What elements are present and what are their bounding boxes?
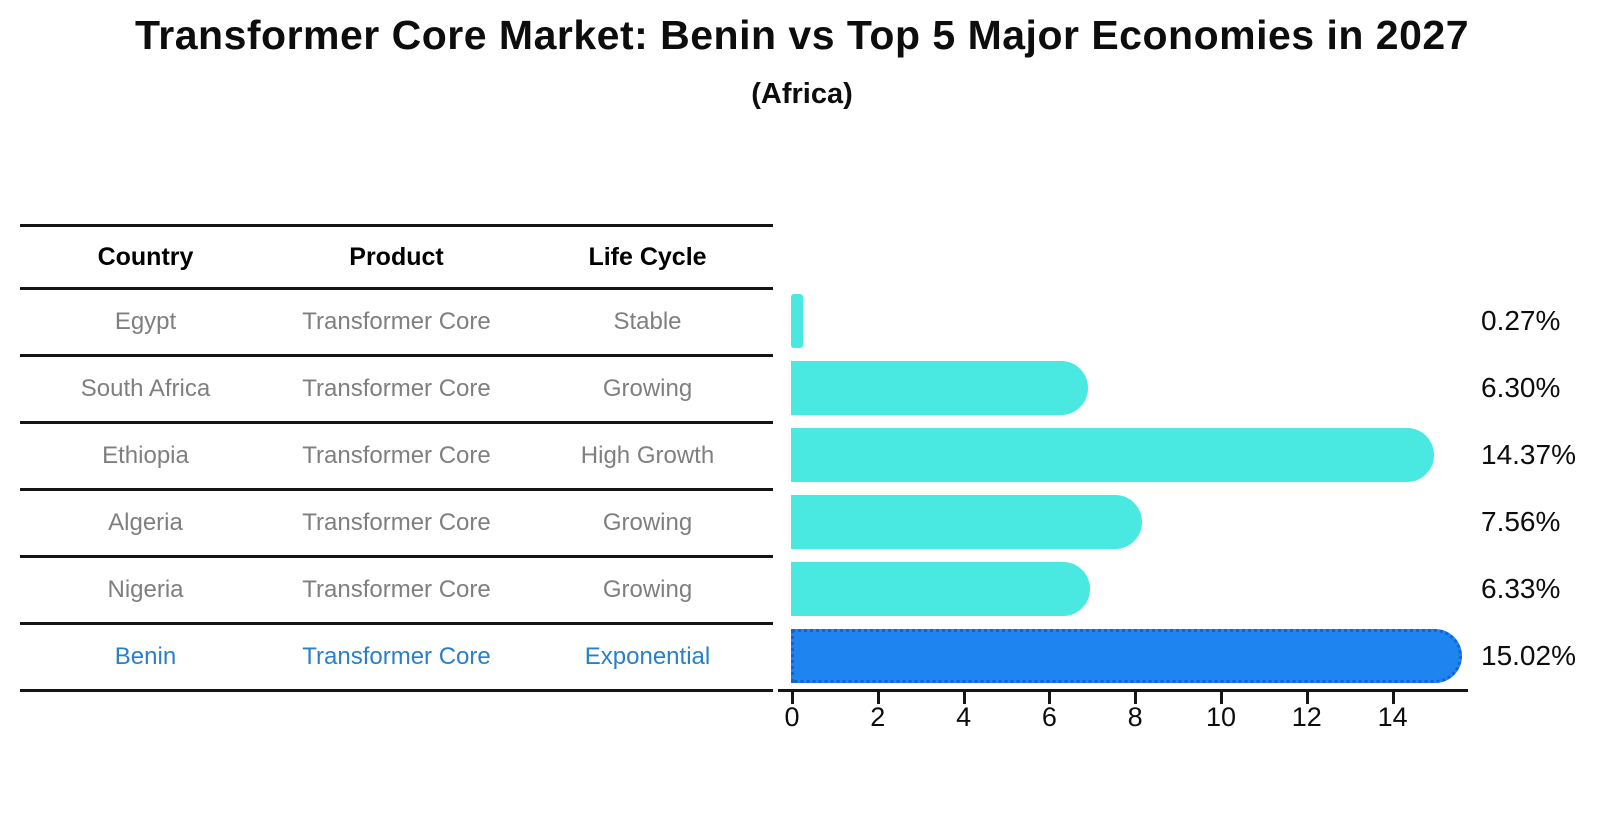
table-row-benin: Benin Transformer Core Exponential [20,625,773,692]
x-tick-label-2: 2 [870,702,886,732]
table-header-row: Country Product Life Cycle [20,227,773,290]
table-header-country: Country [97,242,194,271]
cell-product-egypt: Transformer Core [302,308,491,335]
table-header-product: Product [349,242,444,271]
x-tick-label-4: 4 [956,702,972,732]
x-tick-2 [876,692,880,704]
table-row-south-africa: South Africa Transformer Core Growing [20,357,773,424]
value-label-benin: 15.02% [1481,640,1576,671]
x-tick-4 [962,692,966,704]
cell-product-benin: Transformer Core [302,643,491,670]
x-tick-8 [1134,692,1138,704]
cell-lifecycle-nigeria: Growing [602,576,693,603]
x-tick-label-12: 12 [1291,702,1322,732]
cell-country-benin: Benin [114,643,177,670]
table-row-nigeria: Nigeria Transformer Core Growing [20,558,773,625]
x-tick-label-0: 0 [784,702,800,732]
cell-lifecycle-benin: Exponential [584,643,711,670]
comparison-table: Country Product Life Cycle Egypt Transfor… [20,224,773,692]
cell-product-nigeria: Transformer Core [302,576,491,603]
cell-product-ethiopia: Transformer Core [302,442,491,469]
table-body: Egypt Transformer Core Stable South Africa T… [20,290,773,692]
bar-nigeria [791,562,1090,616]
chart-subtitle: (Africa) [751,78,853,110]
bar-algeria [791,495,1142,549]
x-tick-10 [1220,692,1223,704]
x-tick-12 [1305,692,1309,704]
x-tick-label-10: 10 [1205,702,1237,732]
bar-ethiopia [791,428,1434,482]
cell-lifecycle-egypt: Stable [613,308,682,335]
table-row-ethiopia: Ethiopia Transformer Core High Growth [20,424,773,491]
x-axis-line [778,689,1468,692]
table-row-algeria: Algeria Transformer Core Growing [20,491,773,558]
value-label-egypt: 0.27% [1481,305,1561,336]
value-label-south-africa: 6.30% [1481,372,1561,403]
x-tick-0 [791,692,794,704]
cell-country-egypt: Egypt [114,308,177,335]
x-tick-6 [1048,692,1052,704]
cell-country-ethiopia: Ethiopia [102,442,189,469]
bar-benin [791,629,1462,683]
bar-south-africa [791,361,1088,415]
cell-lifecycle-ethiopia: High Growth [580,442,715,469]
cell-lifecycle-south-africa: Growing [602,375,693,402]
cell-product-south-africa: Transformer Core [302,375,491,402]
cell-country-algeria: Algeria [108,509,183,536]
x-tick-label-8: 8 [1127,702,1143,732]
value-label-algeria: 7.56% [1481,506,1561,537]
table-row-egypt: Egypt Transformer Core Stable [20,290,773,357]
cell-product-algeria: Transformer Core [302,509,491,536]
cell-country-nigeria: Nigeria [107,576,184,603]
value-label-nigeria: 6.33% [1481,573,1561,604]
cell-lifecycle-algeria: Growing [602,509,693,536]
value-label-ethiopia: 14.37% [1481,439,1576,470]
table-header-lifecycle: Life Cycle [588,242,707,271]
cell-country-south-africa: South Africa [80,375,211,402]
bar-egypt [791,294,803,348]
x-tick-label-6: 6 [1041,702,1057,732]
x-tick-14 [1391,692,1395,704]
x-tick-label-14: 14 [1377,702,1408,732]
chart-title: Transformer Core Market: Benin vs Top 5 … [134,12,1469,58]
